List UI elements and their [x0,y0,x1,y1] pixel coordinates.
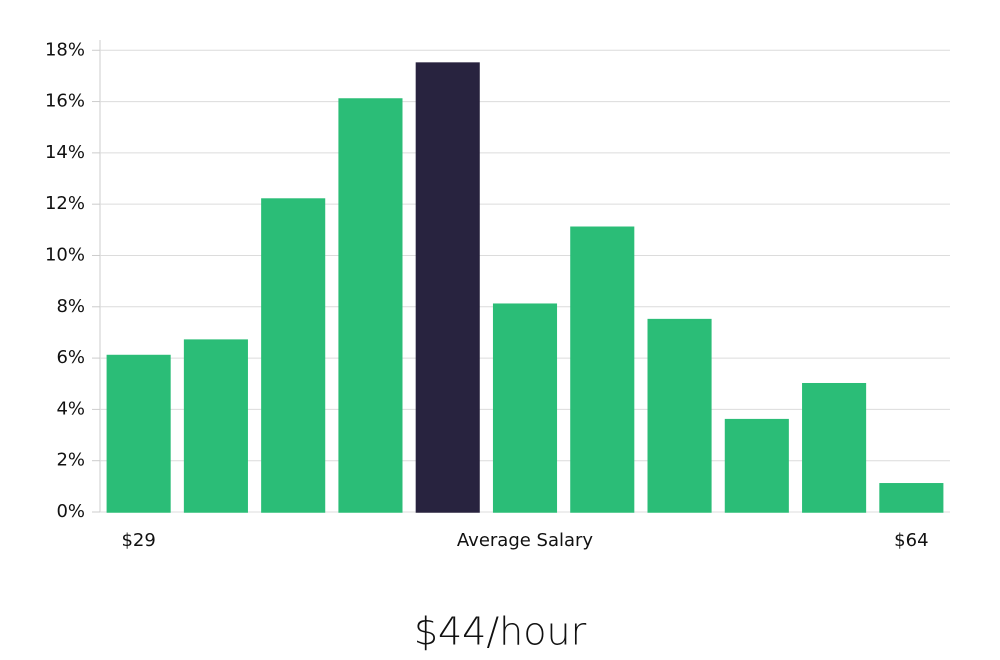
average-annotation: $44/hour [414,610,587,654]
y-tick-label: 4% [56,398,85,419]
y-tick-label: 10% [45,244,85,265]
bar [338,98,403,513]
bar [261,198,326,513]
y-tick-label: 8% [56,296,85,317]
bar [183,339,248,513]
bar [802,382,867,513]
bar [647,318,712,513]
bar [879,483,944,513]
x-axis-label: Average Salary [457,530,594,551]
bar [724,418,789,513]
y-tick-label: 14% [45,142,85,163]
x-tick-label: $29 [121,530,155,551]
y-tick-label: 6% [56,347,85,368]
bar [106,354,171,513]
bar [415,62,480,513]
y-tick-label: 2% [56,450,85,471]
bar [570,226,635,513]
y-tick-label: 0% [56,501,85,522]
x-tick-label: $64 [894,530,928,551]
y-tick-label: 16% [45,91,85,112]
y-tick-label: 18% [45,39,85,60]
bar [492,303,558,513]
y-tick-label: 12% [45,193,85,214]
